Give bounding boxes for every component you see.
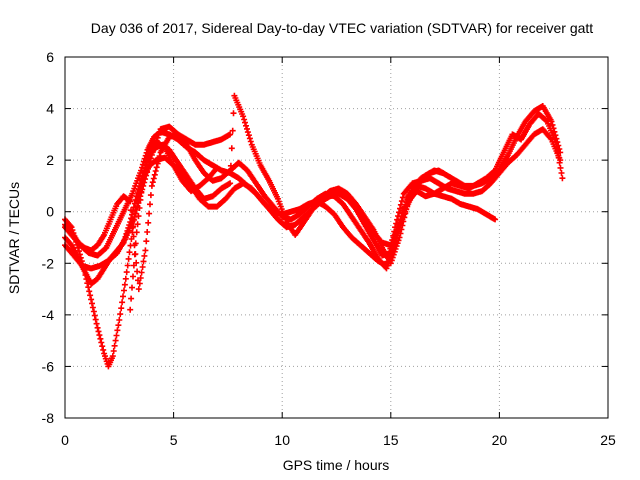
x-tick-label: 25 xyxy=(600,432,616,448)
y-tick-label: -6 xyxy=(42,358,55,374)
series-markers xyxy=(62,154,499,370)
y-tick-label: 6 xyxy=(46,49,54,65)
series-markers xyxy=(127,139,220,313)
x-tick-label: 10 xyxy=(274,432,290,448)
y-tick-label: -8 xyxy=(42,410,55,426)
series-markers xyxy=(62,92,566,287)
y-axis-title: SDTVAR / TECUs xyxy=(6,182,22,294)
x-tick-label: 5 xyxy=(170,432,178,448)
x-tick-label: 15 xyxy=(383,432,399,448)
y-tick-label: -4 xyxy=(42,307,55,323)
chart-title: Day 036 of 2017, Sidereal Day-to-day VTE… xyxy=(91,20,594,36)
series-track-7 xyxy=(344,167,446,259)
x-tick-label: 20 xyxy=(492,432,508,448)
data-points xyxy=(62,92,566,370)
grid-lines xyxy=(65,57,608,418)
y-tick-label: 2 xyxy=(46,152,54,168)
series-track-6 xyxy=(127,139,220,313)
axis-ticks xyxy=(64,56,609,419)
x-axis-title: GPS time / hours xyxy=(283,457,390,473)
series-track-3 xyxy=(62,92,566,287)
y-tick-labels: -8 -6 -4 -2 0 2 4 6 xyxy=(42,49,55,426)
y-tick-label: 4 xyxy=(46,101,54,117)
plot-frame xyxy=(64,56,609,419)
x-tick-labels: 0 5 10 15 20 25 xyxy=(61,432,616,448)
y-tick-label: -2 xyxy=(42,255,55,271)
y-tick-label: 0 xyxy=(46,204,54,220)
series-markers xyxy=(344,167,446,259)
series-track-2 xyxy=(62,154,499,370)
x-tick-label: 0 xyxy=(61,432,69,448)
